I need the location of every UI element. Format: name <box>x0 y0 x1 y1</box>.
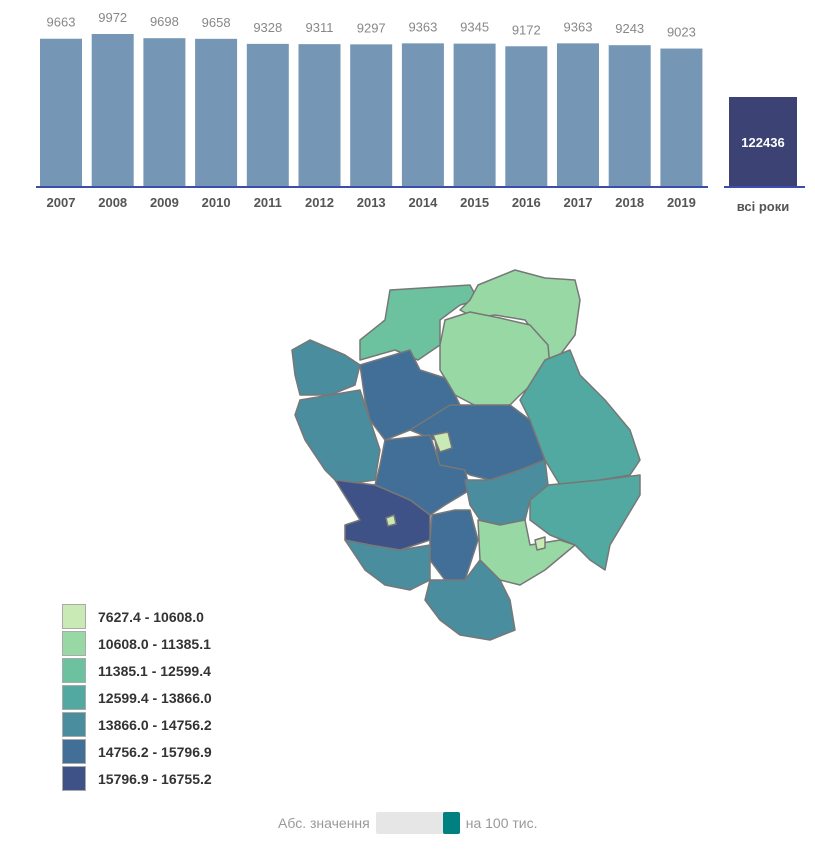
map-region <box>432 431 453 453</box>
legend-swatch <box>62 766 86 791</box>
map-region <box>424 559 516 641</box>
map-region <box>291 339 361 396</box>
mode-toggle-row: Абс. значення на 100 тис. <box>278 812 538 834</box>
legend-swatch <box>62 631 86 656</box>
x-tick-label: 2015 <box>460 195 489 210</box>
bar <box>195 38 238 187</box>
bar <box>401 43 444 187</box>
x-tick-label: 2008 <box>98 195 127 210</box>
total-bar <box>729 97 797 187</box>
bar <box>505 46 548 187</box>
map-region <box>519 349 641 486</box>
map-region <box>534 536 546 551</box>
legend-label: 12599.4 - 13866.0 <box>98 689 212 706</box>
legend-label: 10608.0 - 11385.1 <box>98 635 211 652</box>
bar-value-label: 9328 <box>253 20 282 35</box>
map-region <box>429 509 479 581</box>
bar <box>40 38 82 188</box>
bar <box>91 34 134 187</box>
x-tick-label: 2007 <box>47 195 76 210</box>
bar-chart: 9663 2007 9972 2008 9698 2009 9658 2010 9328 2011… <box>36 10 805 214</box>
x-tick-label: 2019 <box>667 195 696 210</box>
legend-label: 13866.0 - 14756.2 <box>98 716 212 733</box>
bar <box>557 43 599 187</box>
x-tick-label: 2011 <box>254 195 282 210</box>
total-value-label: 122436 <box>741 135 784 150</box>
x-tick-label: 2014 <box>408 195 438 210</box>
legend-label: 15796.9 - 16755.2 <box>98 770 212 787</box>
bar-value-label: 9345 <box>460 20 489 35</box>
x-tick-label: 2009 <box>150 195 179 210</box>
legend-swatch <box>62 658 86 683</box>
legend-item: 12599.4 - 13866.0 <box>62 684 212 711</box>
bar-value-label: 9972 <box>98 10 127 25</box>
map-region <box>294 389 381 486</box>
bar <box>246 43 289 188</box>
legend-swatch <box>62 712 86 737</box>
bar <box>660 48 703 187</box>
map-region <box>359 284 479 361</box>
map-region <box>529 474 641 571</box>
map-region <box>464 459 549 526</box>
map-legend: 7627.4 - 10608.0 10608.0 - 11385.1 11385… <box>62 603 212 792</box>
legend-item: 11385.1 - 12599.4 <box>62 657 212 684</box>
x-tick-label: 2012 <box>305 195 334 210</box>
absolute-values-label[interactable]: Абс. значення <box>278 815 370 831</box>
map-region <box>344 539 431 591</box>
x-tick-label: 2013 <box>357 195 386 210</box>
map-region <box>374 434 471 516</box>
bar-value-label: 9698 <box>150 14 179 29</box>
legend-swatch <box>62 604 86 629</box>
legend-item: 15796.9 - 16755.2 <box>62 765 212 792</box>
x-tick-label: 2017 <box>564 195 593 210</box>
bar-value-label: 9311 <box>306 20 334 35</box>
bar-value-label: 9297 <box>357 20 386 35</box>
legend-swatch <box>62 685 86 710</box>
legend-swatch <box>62 739 86 764</box>
bar-value-label: 9363 <box>408 19 437 34</box>
bar <box>350 44 393 187</box>
bar <box>453 43 496 187</box>
bar-value-label: 9663 <box>47 15 76 30</box>
total-category-label: всі роки <box>737 199 790 214</box>
map-region <box>385 514 397 527</box>
bar <box>298 44 341 188</box>
bar-value-label: 9658 <box>202 15 231 30</box>
mode-toggle[interactable] <box>375 812 460 834</box>
toggle-knob[interactable] <box>442 812 460 834</box>
map-region <box>477 519 576 586</box>
map-region <box>334 479 431 551</box>
x-tick-label: 2010 <box>202 195 231 210</box>
per-100k-label[interactable]: на 100 тис. <box>465 815 538 831</box>
bar-value-label: 9363 <box>564 19 593 34</box>
legend-label: 7627.4 - 10608.0 <box>98 608 204 625</box>
bar-value-label: 9023 <box>667 25 696 40</box>
bar-value-label: 9172 <box>512 22 541 37</box>
legend-item: 14756.2 - 15796.9 <box>62 738 212 765</box>
x-tick-label: 2016 <box>512 195 541 210</box>
map-region <box>409 404 546 481</box>
legend-label: 14756.2 - 15796.9 <box>98 743 212 760</box>
legend-item: 10608.0 - 11385.1 <box>62 630 212 657</box>
map-region <box>439 311 551 409</box>
bar <box>608 45 651 188</box>
map-region <box>359 349 461 441</box>
bar <box>143 38 186 187</box>
legend-item: 7627.4 - 10608.0 <box>62 603 212 630</box>
bar-value-label: 9243 <box>615 21 644 36</box>
legend-item: 13866.0 - 14756.2 <box>62 711 212 738</box>
x-tick-label: 2018 <box>615 195 644 210</box>
map-region <box>459 269 581 361</box>
legend-label: 11385.1 - 12599.4 <box>98 662 211 679</box>
